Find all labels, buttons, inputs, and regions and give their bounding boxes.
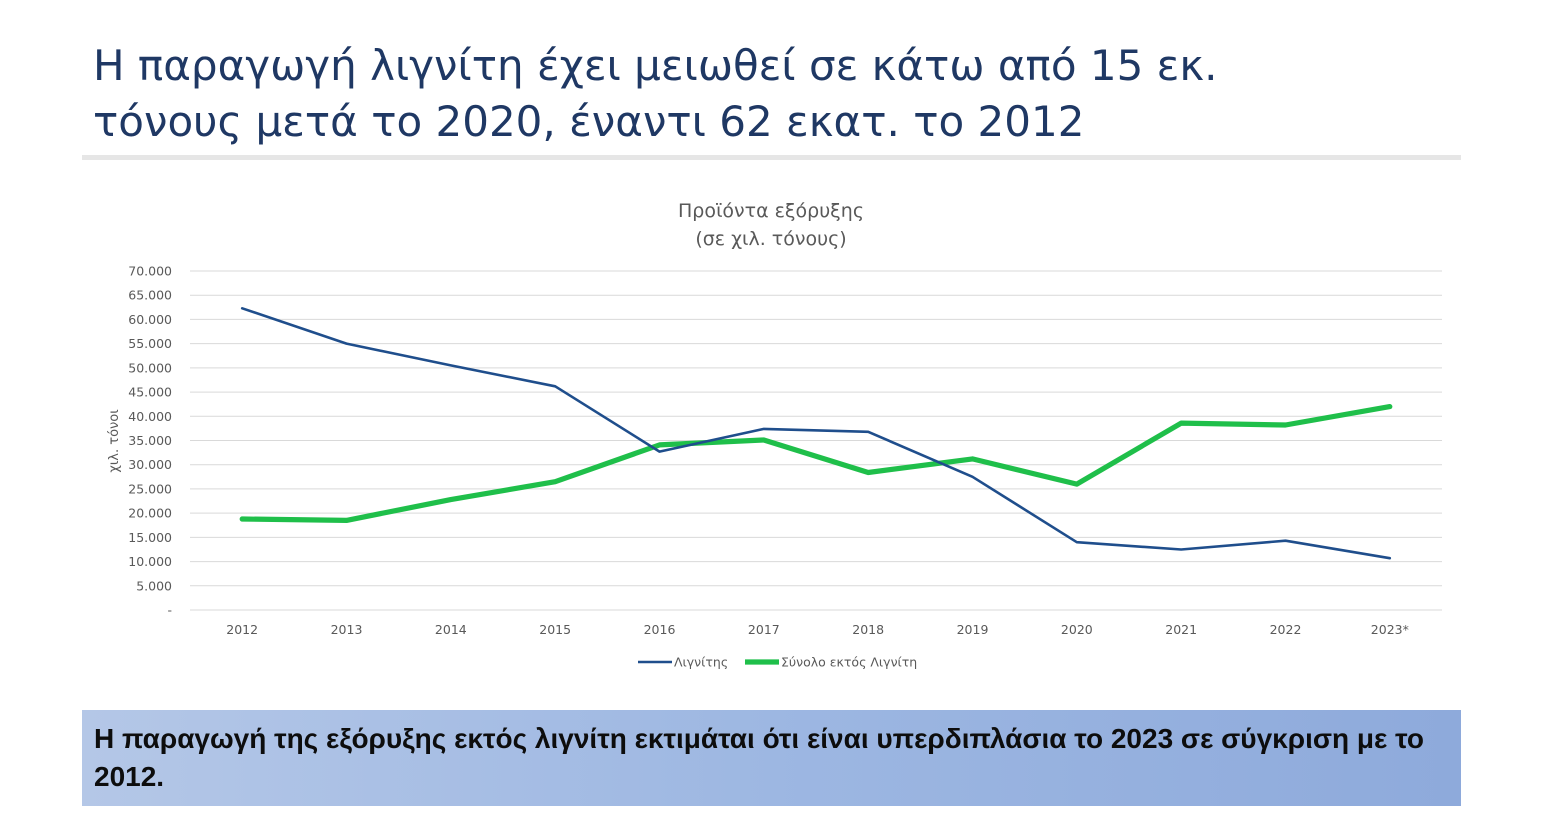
legend-label: Λιγνίτης xyxy=(674,655,728,670)
x-axis-ticks: 2012 2013 2014 2015 2016 2017 2018 2019 2020 2021… xyxy=(226,622,1409,637)
x-tick-label: 2016 xyxy=(644,622,676,637)
series-line-2 xyxy=(239,404,1393,524)
y-tick-label: 60.000 xyxy=(128,312,172,327)
y-tick-label: 5.000 xyxy=(136,578,172,593)
slide-title-line-1: Η παραγωγή λιγνίτη έχει μειωθεί σε κάτω … xyxy=(93,41,1218,90)
y-tick-label: 55.000 xyxy=(128,336,172,351)
title-divider xyxy=(82,155,1461,160)
legend: Λιγνίτης Σύνολο εκτός Λιγνίτη xyxy=(638,655,917,670)
x-tick-label: 2021 xyxy=(1165,622,1197,637)
y-tick-label: 65.000 xyxy=(128,288,172,303)
legend-label: Σύνολο εκτός Λιγνίτη xyxy=(781,655,917,670)
x-tick-label: 2014 xyxy=(435,622,467,637)
x-tick-label: 2023* xyxy=(1371,622,1409,637)
y-tick-label: - xyxy=(167,603,172,618)
chart-title: Προϊόντα εξόρυξης xyxy=(678,200,864,222)
y-tick-label: 45.000 xyxy=(128,385,172,400)
slide-title-line-2: τόνους μετά το 2020, έναντι 62 εκατ. το … xyxy=(93,97,1085,146)
x-tick-label: 2012 xyxy=(226,622,258,637)
chart-subtitle: (σε χιλ. τόνους) xyxy=(695,228,846,250)
y-axis-ticks: - 5.000 10.000 15.000 20.000 25.000 30.000 35.0… xyxy=(128,264,172,618)
y-tick-label: 40.000 xyxy=(128,409,172,424)
x-tick-label: 2015 xyxy=(539,622,571,637)
x-tick-label: 2017 xyxy=(748,622,780,637)
footer-text: Η παραγωγή της εξόρυξης εκτός λιγνίτη εκ… xyxy=(94,723,1424,792)
y-tick-label: 20.000 xyxy=(128,506,172,521)
gridlines xyxy=(190,270,1442,611)
y-tick-label: 25.000 xyxy=(128,481,172,496)
y-tick-label: 30.000 xyxy=(128,457,172,472)
y-tick-label: 10.000 xyxy=(128,554,172,569)
x-tick-label: 2022 xyxy=(1270,622,1302,637)
y-axis-label: χιλ. τόνοι xyxy=(107,409,122,472)
x-tick-label: 2020 xyxy=(1061,622,1093,637)
y-tick-label: 35.000 xyxy=(128,433,172,448)
slide-title: Η παραγωγή λιγνίτη έχει μειωθεί σε κάτω … xyxy=(93,38,1443,150)
y-tick-label: 70.000 xyxy=(128,264,172,279)
x-tick-label: 2018 xyxy=(852,622,884,637)
y-tick-label: 50.000 xyxy=(128,360,172,375)
x-tick-label: 2019 xyxy=(957,622,989,637)
y-tick-label: 15.000 xyxy=(128,530,172,545)
x-tick-label: 2013 xyxy=(331,622,363,637)
series-lines xyxy=(239,306,1393,560)
series-line-1 xyxy=(240,306,1392,560)
footer-banner: Η παραγωγή της εξόρυξης εκτός λιγνίτη εκ… xyxy=(82,710,1461,806)
chart: Προϊόντα εξόρυξης (σε χιλ. τόνους) χιλ. … xyxy=(107,200,1442,670)
